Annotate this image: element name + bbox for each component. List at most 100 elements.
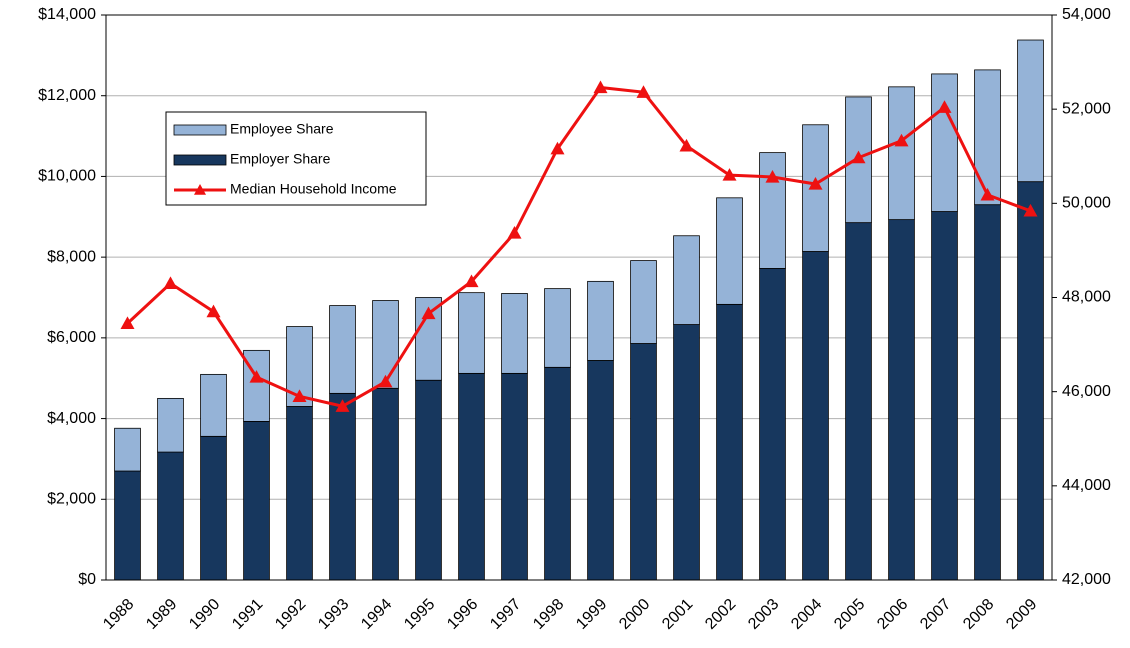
x-tick-label: 2003	[745, 596, 782, 633]
line-marker	[679, 138, 694, 152]
x-tick-label: 1995	[401, 596, 438, 633]
x-tick-label: 2009	[1003, 596, 1040, 633]
line-marker	[1023, 203, 1038, 217]
x-tick-label: 2006	[874, 596, 911, 633]
legend-swatch	[194, 184, 206, 195]
bar	[157, 451, 184, 581]
bar	[329, 392, 356, 581]
line-marker	[464, 274, 479, 288]
y-tick-label: $14,000	[38, 6, 96, 23]
bar	[544, 288, 571, 368]
x-tick-label: 1992	[272, 596, 309, 633]
line-marker	[765, 169, 780, 183]
x-tick-label: 1994	[358, 596, 395, 633]
bar	[931, 211, 958, 581]
x-tick-label: 1991	[229, 596, 266, 633]
line-marker	[593, 80, 608, 94]
bar	[372, 387, 399, 581]
x-tick-label: 1999	[573, 596, 610, 633]
bar	[243, 420, 270, 581]
bar	[931, 73, 958, 212]
bar	[501, 293, 528, 374]
bar	[415, 379, 442, 581]
y2-tick-label: 48,000	[1062, 289, 1111, 306]
legend-label: Employer Share	[230, 151, 331, 167]
line-marker	[851, 150, 866, 164]
line-marker	[937, 100, 952, 113]
x-tick-label: 1993	[315, 596, 352, 633]
bar	[1017, 39, 1044, 183]
x-tick-label: 2001	[659, 596, 696, 633]
plot-border	[105, 14, 1053, 581]
x-tick-label: 2005	[831, 596, 868, 633]
x-tick-label: 2000	[616, 596, 653, 633]
x-tick-label: 2002	[702, 596, 739, 633]
bar	[974, 69, 1001, 206]
y-tick-label: $4,000	[47, 410, 96, 427]
x-tick-label: 1996	[444, 596, 481, 633]
legend: Employee Share Employer Share Median House…	[165, 111, 427, 206]
x-tick-label: 1990	[186, 596, 223, 633]
bar	[114, 427, 141, 472]
line-marker	[550, 141, 565, 155]
bar	[200, 435, 227, 581]
y-tick-label: $0	[78, 571, 96, 588]
bar	[587, 360, 614, 581]
y-tick-label: $8,000	[47, 248, 96, 265]
legend-swatch	[173, 154, 227, 166]
bar	[974, 204, 1001, 581]
y2-tick-label: 42,000	[1062, 571, 1111, 588]
line-marker	[980, 187, 995, 201]
legend-label: Employee Share	[230, 121, 334, 137]
bar	[372, 300, 399, 389]
bar	[716, 197, 743, 305]
x-tick-label: 1989	[143, 596, 180, 633]
bar	[802, 251, 829, 581]
line-marker	[507, 225, 522, 239]
bar	[888, 86, 915, 221]
y-tick-label: $6,000	[47, 329, 96, 346]
bar	[544, 366, 571, 581]
bar	[888, 219, 915, 581]
x-tick-label: 1997	[487, 596, 524, 633]
bar	[716, 303, 743, 581]
line-marker	[421, 306, 436, 320]
x-tick-label: 1988	[100, 596, 137, 633]
x-tick-label: 1998	[530, 596, 567, 633]
bar	[157, 397, 184, 453]
line-marker	[335, 399, 350, 412]
line-marker	[206, 304, 221, 318]
line-marker	[894, 133, 909, 147]
bar	[845, 222, 872, 581]
line	[126, 85, 1032, 408]
line-marker	[292, 389, 307, 402]
y-tick-label: $12,000	[38, 87, 96, 104]
bar	[673, 235, 700, 325]
line-marker	[120, 316, 135, 329]
bar	[587, 280, 614, 361]
y-tick-label: $2,000	[47, 491, 96, 508]
bar	[458, 292, 485, 374]
y2-tick-label: 46,000	[1062, 383, 1111, 400]
x-tick-label: 2004	[788, 596, 825, 633]
legend-swatch	[173, 124, 227, 136]
legend-label: Median Household Income	[230, 181, 397, 197]
line-marker	[378, 374, 393, 388]
y2-tick-label: 54,000	[1062, 6, 1111, 23]
line-marker	[808, 177, 823, 190]
bar	[501, 372, 528, 581]
y2-tick-label: 52,000	[1062, 100, 1111, 117]
bar	[286, 406, 313, 581]
x-tick-label: 2007	[917, 596, 954, 633]
bar	[630, 260, 657, 344]
y2-tick-label: 44,000	[1062, 477, 1111, 494]
line-marker	[249, 370, 264, 383]
bar	[759, 268, 786, 581]
bar	[329, 305, 356, 394]
line-marker	[163, 276, 178, 289]
bar	[630, 343, 657, 581]
y2-tick-label: 50,000	[1062, 195, 1111, 212]
bar	[1017, 181, 1044, 581]
x-tick-label: 2008	[960, 596, 997, 633]
